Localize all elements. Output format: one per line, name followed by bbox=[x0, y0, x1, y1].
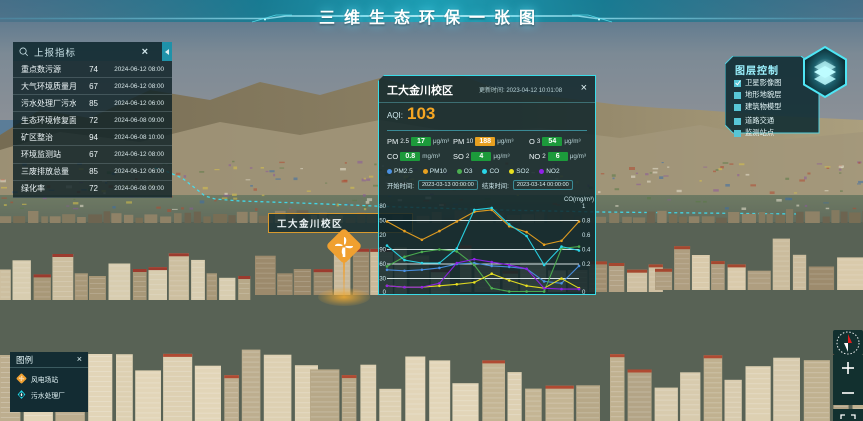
svg-text:CO(mg/m³): CO(mg/m³) bbox=[564, 197, 594, 203]
svg-text:30: 30 bbox=[379, 277, 386, 283]
svg-text:0.4: 0.4 bbox=[582, 248, 591, 254]
svg-text:180: 180 bbox=[379, 204, 387, 210]
svg-text:1: 1 bbox=[582, 204, 586, 210]
svg-text:90: 90 bbox=[379, 248, 386, 254]
svg-text:0.2: 0.2 bbox=[582, 262, 591, 268]
svg-text:60: 60 bbox=[379, 262, 386, 268]
svg-text:0.8: 0.8 bbox=[582, 219, 591, 225]
svg-text:120: 120 bbox=[379, 233, 387, 239]
svg-text:0.6: 0.6 bbox=[582, 233, 591, 239]
svg-text:150: 150 bbox=[379, 219, 387, 225]
